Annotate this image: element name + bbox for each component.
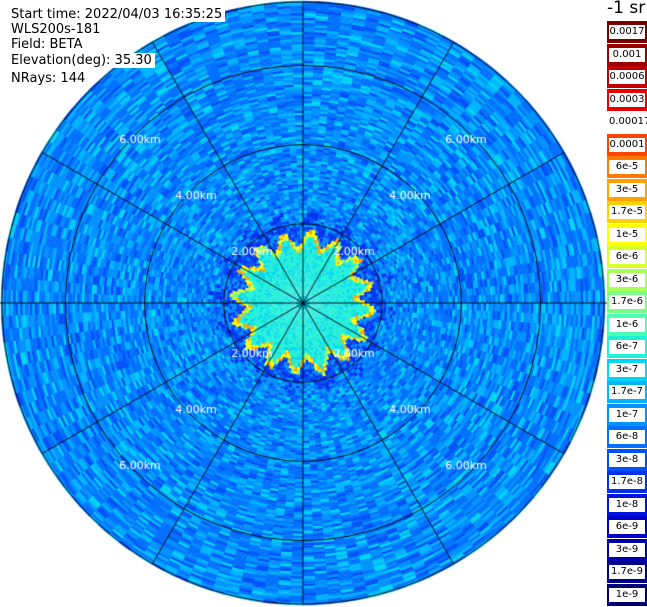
colorbar-tick-label: 1.7e-6 xyxy=(609,295,645,309)
colorbar-tick-label: 1e-9 xyxy=(609,587,645,602)
colorbar-tick-label: 3e-8 xyxy=(609,452,645,467)
ppi-canvas xyxy=(0,0,607,607)
colorbar-cell: 1e-7 xyxy=(607,403,647,426)
colorbar-tick-label: 1e-8 xyxy=(609,497,645,512)
colorbar-tick-label: 6e-7 xyxy=(609,340,645,354)
colorbar-cell: 0.0017 xyxy=(607,21,647,43)
field-label: Field: BETA xyxy=(10,37,86,52)
colorbar-cell: 0.0006 xyxy=(607,66,647,88)
colorbar-tick-label: 3e-5 xyxy=(609,182,645,197)
colorbar-cell: 3e-6 xyxy=(607,268,647,291)
colorbar-tick-label: 0.0003 xyxy=(609,92,645,107)
colorbar-tick-label: 0.0001 xyxy=(609,137,645,152)
colorbar-tick-label: 3e-7 xyxy=(609,362,645,377)
colorbar-cell: 1e-8 xyxy=(607,493,647,516)
instrument-label: WLS200s-181 xyxy=(10,22,104,37)
colorbar-unit-label: -1 sr xyxy=(607,0,646,18)
colorbar-cell: 1.7e-6 xyxy=(607,291,647,313)
start-time-label: Start time: 2022/04/03 16:35:25 xyxy=(10,7,226,22)
colorbar-tick-label: 0.0017 xyxy=(609,25,645,39)
colorbar-cell: 0.001 xyxy=(607,43,647,66)
colorbar-tick-label: 1e-7 xyxy=(609,407,645,422)
colorbar-cell: 1.7e-5 xyxy=(607,201,647,223)
colorbar-tick-label: 6e-9 xyxy=(609,520,645,534)
colorbar-cell: 3e-9 xyxy=(607,538,647,561)
colorbar-cell: 1.7e-9 xyxy=(607,561,647,583)
colorbar-cell: 0.0001 xyxy=(607,133,647,156)
colorbar-cell: 6e-9 xyxy=(607,516,647,538)
colorbar-cell: 6e-5 xyxy=(607,156,647,178)
colorbar-tick-label: 1.7e-7 xyxy=(609,385,645,399)
colorbar-tick-label: 0.00017 xyxy=(609,115,647,129)
colorbar-cell: 0.00017 xyxy=(607,111,647,133)
colorbar-tick-label: 1e-5 xyxy=(609,227,645,242)
colorbar-cell: 1e-9 xyxy=(607,583,647,606)
elevation-label: Elevation(deg): 35.30 xyxy=(10,53,155,68)
colorbar-cell: 3e-5 xyxy=(607,178,647,201)
colorbar-cell: 1e-5 xyxy=(607,223,647,246)
colorbar-tick-label: 6e-5 xyxy=(609,160,645,174)
colorbar-tick-label: 1.7e-5 xyxy=(609,205,645,219)
colorbar-cell: 1.7e-7 xyxy=(607,381,647,403)
colorbar-cell: 6e-7 xyxy=(607,336,647,358)
colorbar-tick-label: 0.001 xyxy=(609,47,645,62)
colorbar-cell: 6e-8 xyxy=(607,426,647,448)
colorbar-cell: 3e-8 xyxy=(607,448,647,471)
colorbar-tick-label: 1.7e-8 xyxy=(609,475,645,489)
colorbar-cell: 1.7e-8 xyxy=(607,471,647,493)
colorbar-tick-label: 0.0006 xyxy=(609,70,645,84)
colorbar-cell: 1e-6 xyxy=(607,313,647,336)
colorbar-tick-label: 6e-8 xyxy=(609,430,645,444)
colorbar-tick-label: 1e-6 xyxy=(609,317,645,332)
colorbar-tick-label: 3e-9 xyxy=(609,542,645,557)
colorbar-cell: 3e-7 xyxy=(607,358,647,381)
colorbar-cell: 0.0003 xyxy=(607,88,647,111)
colorbar-tick-label: 3e-6 xyxy=(609,272,645,287)
colorbar-tick-label: 1.7e-9 xyxy=(609,565,645,579)
nrays-label: NRays: 144 xyxy=(10,71,89,86)
colorbar-cell: 6e-6 xyxy=(607,246,647,268)
colorbar-tick-label: 6e-6 xyxy=(609,250,645,264)
